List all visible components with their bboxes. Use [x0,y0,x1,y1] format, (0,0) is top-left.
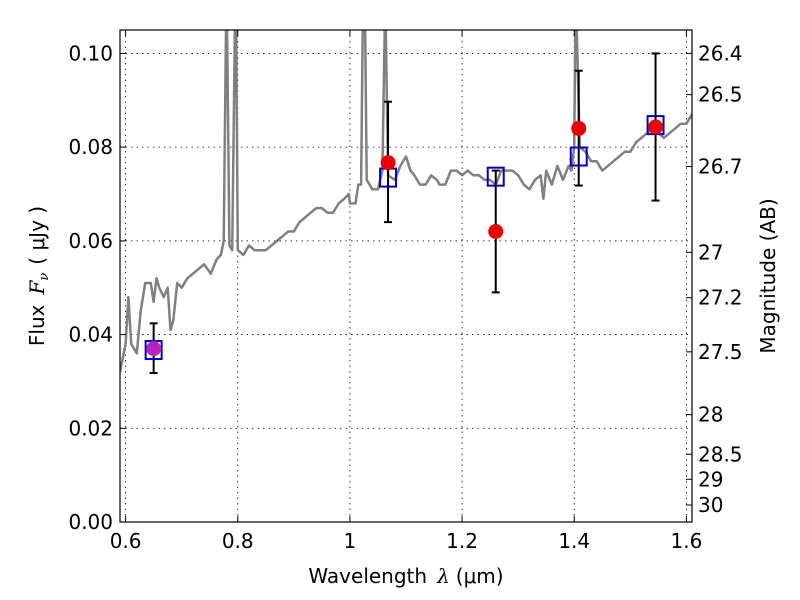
y2-tick-label: 28.5 [698,442,743,466]
x-tick-label: 1.6 [670,529,702,553]
y-tick-label: 0.10 [68,41,113,65]
plot-frame [119,29,693,523]
x-tick-label: 0.6 [110,529,142,553]
y2-tick-label: 29 [698,467,723,491]
y-axis-left: 0.00 0.02 0.04 0.06 0.08 0.10 [68,41,126,534]
y-tick-label: 0.00 [68,510,113,534]
x-tick-label: 0.8 [222,529,254,553]
y-tick-label: 0.02 [68,416,113,440]
x-axis-title: Wavelength λ (μm) [308,564,503,588]
y2-tick-label: 27 [698,240,723,264]
x-tick-label: 1.4 [558,529,590,553]
y-axis-title: FluxFν( μJy ) [25,206,52,346]
spectrum-line [120,30,692,373]
y2-tick-label: 26.5 [698,83,743,107]
y2-tick-label: 30 [698,493,723,517]
red-photometry-marker [571,120,587,136]
x-axis: 0.6 0.8 1 1.2 1.4 1.6 [110,30,702,553]
y2-tick-label: 26.4 [698,41,743,65]
purple-photometry-marker [146,341,162,357]
y2-tick-label: 27.2 [698,286,743,310]
red-photometry-marker [648,119,664,135]
model-square-marker [144,340,163,361]
x-tick-label: 1 [344,529,357,553]
y-tick-label: 0.04 [68,323,113,347]
y2-tick-label: 26.7 [698,155,743,179]
y2-tick-label: 27.5 [698,340,743,364]
y-tick-label: 0.08 [68,135,113,159]
y2-axis-title: Magnitude (AB) [756,198,780,353]
x-tick-label: 1.2 [446,529,478,553]
model-square-marker [486,166,505,187]
plot-area [120,30,692,374]
y-tick-label: 0.06 [68,229,113,253]
grid [120,30,692,523]
model-square-marker [569,146,588,167]
red-photometry-marker [488,223,504,239]
y2-tick-label: 28 [698,403,723,427]
red-photometry-marker [380,155,396,171]
